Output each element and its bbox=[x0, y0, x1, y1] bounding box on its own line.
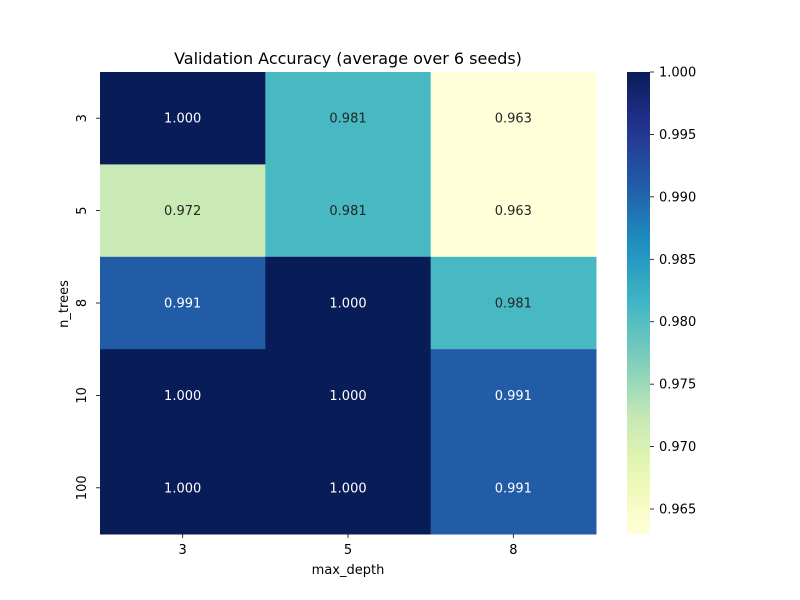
heatmap-cell bbox=[265, 256, 432, 350]
heatmap-cell bbox=[430, 349, 597, 443]
cell-value-label: 0.991 bbox=[495, 389, 532, 404]
heatmap-cell bbox=[430, 256, 597, 350]
cell-value-label: 0.991 bbox=[164, 297, 201, 312]
heatmap-cell bbox=[100, 164, 266, 258]
chart-title: Validation Accuracy (average over 6 seed… bbox=[174, 49, 522, 68]
heatmap-cell bbox=[430, 72, 597, 165]
colorbar-tick-label: 0.965 bbox=[659, 503, 696, 518]
y-tick-label: 10 bbox=[75, 387, 90, 404]
heatmap-cells: 1.000 0.981 0.963 0.972 0.981 0.963 0.991 1.000… bbox=[100, 72, 597, 535]
cell-value-label: 0.981 bbox=[329, 112, 366, 127]
y-axis: 3 5 8 10 100 bbox=[75, 114, 100, 500]
heatmap-cell bbox=[430, 164, 597, 258]
heatmap-cell bbox=[265, 164, 432, 258]
x-axis-label: max_depth bbox=[312, 563, 385, 578]
colorbar-tick-label: 1.000 bbox=[659, 66, 696, 81]
heatmap-cell bbox=[265, 441, 432, 535]
heatmap-cell bbox=[430, 441, 597, 535]
heatmap-cell bbox=[100, 72, 266, 165]
y-tick-label: 3 bbox=[75, 114, 90, 122]
heatmap-cell bbox=[265, 72, 432, 165]
cell-value-label: 1.000 bbox=[329, 481, 366, 496]
heatmap-cell bbox=[100, 256, 266, 350]
cell-value-label: 0.991 bbox=[495, 481, 532, 496]
colorbar-tick-label: 0.975 bbox=[659, 378, 696, 393]
cell-value-label: 0.981 bbox=[329, 204, 366, 219]
colorbar-tick-label: 0.990 bbox=[659, 190, 696, 205]
cell-value-label: 1.000 bbox=[329, 297, 366, 312]
heatmap-cell bbox=[265, 349, 432, 443]
cell-value-label: 1.000 bbox=[164, 481, 201, 496]
cell-value-label: 0.981 bbox=[495, 297, 532, 312]
colorbar-tick-label: 0.995 bbox=[659, 128, 696, 143]
heatmap-cell bbox=[100, 441, 266, 535]
x-axis: 3 5 8 bbox=[179, 534, 517, 558]
y-tick-label: 8 bbox=[75, 299, 90, 307]
cell-value-label: 0.972 bbox=[164, 204, 201, 219]
colorbar-gradient bbox=[627, 72, 650, 534]
y-axis-label: n_trees bbox=[57, 280, 72, 328]
colorbar-tick-label: 0.985 bbox=[659, 253, 696, 268]
x-tick-label: 8 bbox=[509, 543, 517, 558]
cell-value-label: 0.963 bbox=[495, 204, 532, 219]
cell-value-label: 1.000 bbox=[329, 389, 366, 404]
y-tick-label: 100 bbox=[75, 475, 90, 500]
y-tick-label: 5 bbox=[75, 206, 90, 214]
cell-value-label: 1.000 bbox=[164, 112, 201, 127]
heatmap-cell bbox=[100, 349, 266, 443]
colorbar-tick-label: 0.970 bbox=[659, 440, 696, 455]
colorbar-tick-label: 0.980 bbox=[659, 315, 696, 330]
cell-value-label: 1.000 bbox=[164, 389, 201, 404]
colorbar: 0.965 0.970 0.975 0.980 0.985 0.990 0.995 1.000 bbox=[627, 66, 696, 534]
x-tick-label: 5 bbox=[344, 543, 352, 558]
x-tick-label: 3 bbox=[179, 543, 187, 558]
cell-value-label: 0.963 bbox=[495, 112, 532, 127]
